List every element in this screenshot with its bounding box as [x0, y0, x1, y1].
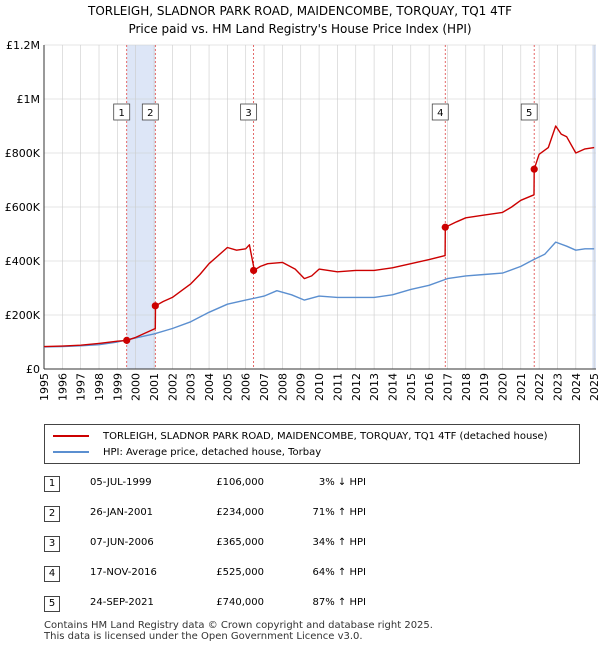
table-row: 2 26-JAN-2001 £234,000 71% ↑ HPI — [44, 504, 584, 522]
sale-price: £234,000 — [216, 507, 264, 518]
sale-point — [151, 302, 159, 310]
x-tick-label: 2002 — [166, 373, 179, 401]
legend-item-hpi: HPI: Average price, detached house, Torb… — [53, 444, 321, 460]
sale-price: £740,000 — [216, 597, 264, 608]
y-tick-label: £1M — [17, 93, 41, 106]
sale-price: £106,000 — [216, 477, 264, 488]
sale-marker-label: 5 — [526, 108, 532, 119]
x-tick-label: 2007 — [258, 373, 271, 401]
hpi-series-line — [43, 241, 595, 348]
sale-marker-label: 1 — [119, 108, 125, 119]
sale-hpi-change: 87% ↑ HPI — [312, 597, 366, 608]
x-tick-label: 2019 — [478, 373, 491, 401]
x-tick-label: 2015 — [405, 373, 418, 401]
sale-marker-label: 4 — [437, 108, 443, 119]
sale-date: 07-JUN-2006 — [90, 537, 154, 548]
sale-number-badge: 5 — [44, 596, 60, 612]
chart-title: TORLEIGH, SLADNOR PARK ROAD, MAIDENCOMBE… — [87, 4, 512, 18]
property-series-line — [43, 125, 595, 348]
x-tick-label: 2003 — [185, 373, 198, 401]
sale-marker-box — [141, 103, 159, 121]
sale-marker-label: 3 — [245, 108, 251, 119]
legend-item-property: TORLEIGH, SLADNOR PARK ROAD, MAIDENCOMBE… — [53, 428, 548, 444]
footer: Contains HM Land Registry data © Crown c… — [44, 620, 433, 642]
y-tick-label: £600K — [5, 201, 41, 214]
sale-point — [250, 266, 258, 275]
x-tick-label: 2011 — [331, 373, 344, 401]
x-tick-label: 2017 — [441, 373, 454, 401]
sale-number-badge: 1 — [44, 476, 60, 492]
y-tick-label: £800K — [5, 147, 41, 160]
sale-point — [441, 223, 449, 231]
sale-marker-label: 2 — [147, 108, 153, 119]
x-tick-label: 2005 — [221, 373, 234, 401]
sale-marker-box — [520, 103, 538, 121]
x-tick-label: 2001 — [148, 373, 161, 401]
x-tick-label: 1997 — [75, 373, 88, 401]
x-tick-label: 2010 — [313, 373, 326, 401]
sale-marker-box — [113, 103, 131, 121]
y-tick-label: £0 — [26, 363, 40, 376]
legend-line-property — [53, 435, 89, 437]
y-tick-label: £1.2M — [6, 39, 40, 52]
sale-hpi-change: 3% ↓ HPI — [318, 477, 366, 488]
sale-number-badge: 3 — [44, 536, 60, 552]
sale-marker-box — [240, 103, 258, 121]
sale-date: 26-JAN-2001 — [90, 507, 154, 518]
legend-label-hpi: HPI: Average price, detached house, Torb… — [103, 446, 322, 458]
chart-title-block: TORLEIGH, SLADNOR PARK ROAD, MAIDENCOMBE… — [0, 2, 600, 38]
x-tick-label: 2021 — [515, 373, 528, 401]
sale-price: £525,000 — [216, 567, 264, 578]
x-tick-label: 1998 — [93, 373, 106, 401]
x-tick-label: 2009 — [295, 373, 308, 401]
x-tick-label: 1995 — [38, 373, 51, 401]
sale-point — [530, 165, 538, 173]
y-tick-label: £400K — [5, 255, 41, 268]
table-row: 4 17-NOV-2016 £525,000 64% ↑ HPI — [44, 564, 584, 582]
chart-subtitle: Price paid vs. HM Land Registry's House … — [128, 22, 472, 36]
x-tick-label: 1999 — [111, 373, 124, 401]
legend: TORLEIGH, SLADNOR PARK ROAD, MAIDENCOMBE… — [44, 424, 580, 464]
sale-marker-box — [431, 103, 449, 121]
table-row: 5 24-SEP-2021 £740,000 87% ↑ HPI — [44, 594, 584, 612]
price-chart: 1 2 3 4 5 £0 £200K £400K £600K £800K £1M £1.2M 1995 1… — [5, 39, 600, 401]
sale-point — [123, 336, 131, 344]
sale-date: 05-JUL-1999 — [90, 477, 152, 488]
x-tick-label: 2012 — [350, 373, 363, 401]
sale-hpi-change: 71% ↑ HPI — [312, 507, 366, 518]
x-tick-label: 2016 — [423, 373, 436, 401]
y-tick-label: £200K — [5, 309, 41, 322]
sale-number-badge: 2 — [44, 506, 60, 522]
footer-copyright: Contains HM Land Registry data © Crown c… — [44, 620, 433, 631]
x-tick-label: 2014 — [386, 373, 399, 401]
table-row: 3 07-JUN-2006 £365,000 34% ↑ HPI — [44, 534, 584, 552]
x-tick-label: 2008 — [276, 373, 289, 401]
legend-label-property: TORLEIGH, SLADNOR PARK ROAD, MAIDENCOMBE… — [103, 430, 548, 442]
sale-hpi-change: 34% ↑ HPI — [312, 537, 366, 548]
sale-date: 24-SEP-2021 — [90, 597, 154, 608]
sale-number-badge: 4 — [44, 566, 60, 582]
x-tick-label: 2020 — [496, 373, 509, 401]
sale-price: £365,000 — [216, 537, 264, 548]
x-tick-label: 2004 — [203, 373, 216, 401]
sale-hpi-change: 64% ↑ HPI — [312, 567, 366, 578]
table-row: 1 05-JUL-1999 £106,000 3% ↓ HPI — [44, 474, 584, 492]
sale-date: 17-NOV-2016 — [90, 567, 157, 578]
x-tick-label: 1996 — [56, 373, 69, 401]
x-tick-label: 2025 — [588, 373, 600, 401]
legend-line-hpi — [53, 451, 89, 453]
x-tick-label: 2018 — [460, 373, 473, 401]
x-tick-label: 2000 — [130, 373, 143, 401]
x-tick-label: 2023 — [551, 373, 564, 401]
x-tick-label: 2024 — [570, 373, 583, 401]
x-tick-label: 2006 — [240, 373, 253, 401]
x-tick-label: 2013 — [368, 373, 381, 401]
x-tick-label: 2022 — [533, 373, 546, 401]
footer-licence: This data is licensed under the Open Gov… — [44, 631, 363, 642]
